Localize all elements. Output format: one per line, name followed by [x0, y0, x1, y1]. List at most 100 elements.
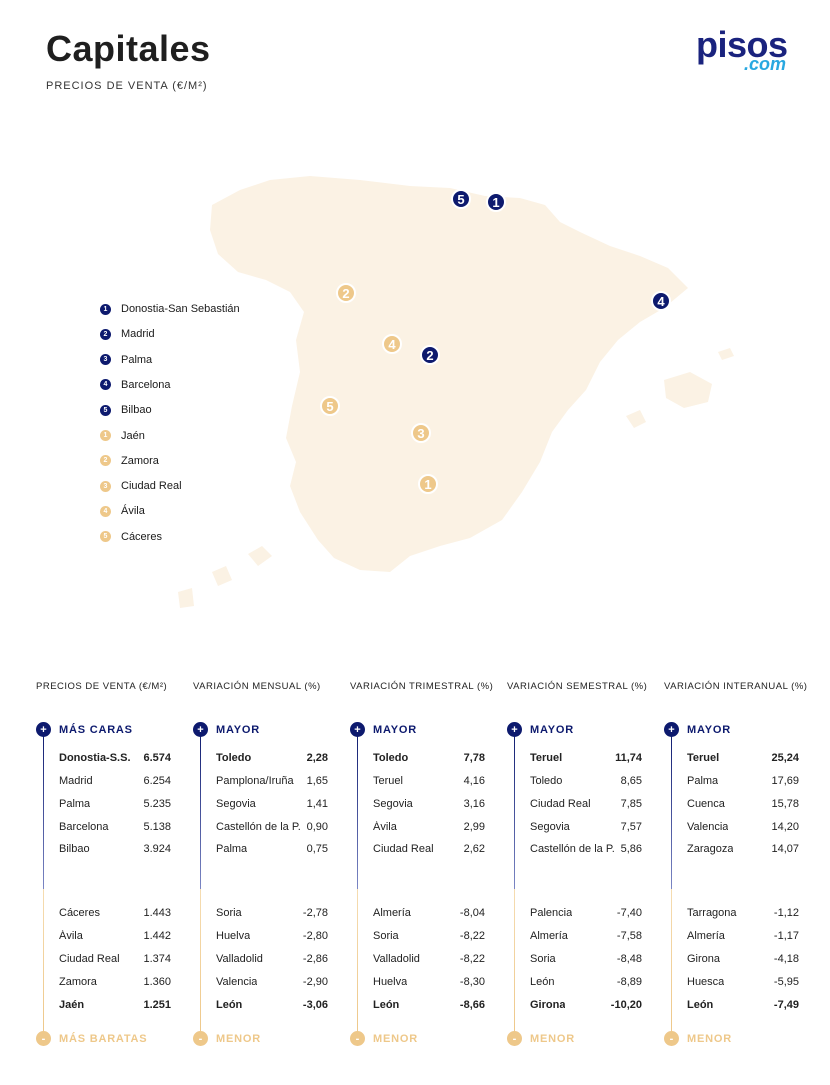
section-label-bottom: MÁS BARATAS	[59, 1033, 148, 1045]
row-value: -7,40	[616, 907, 642, 919]
map-marker[interactable]: 5	[451, 189, 471, 209]
table-row: Palencia -7,40	[530, 907, 642, 923]
map-marker[interactable]: 1	[418, 474, 438, 494]
map-marker[interactable]: 2	[420, 345, 440, 365]
ibiza-shape	[626, 410, 646, 428]
row-value: 1.251	[143, 999, 171, 1011]
section-label-top: MÁS CARAS	[59, 724, 133, 736]
table-row: Ciudad Real 7,85	[530, 798, 642, 814]
table-row: Castellón de la P. 5,86	[530, 843, 642, 859]
menorca-shape	[718, 348, 734, 360]
timeline-line-top	[357, 729, 358, 889]
table-row: Segovia 3,16	[373, 798, 485, 814]
timeline-line-top	[671, 729, 672, 889]
row-value: 11,74	[615, 752, 642, 764]
row-value: 7,57	[620, 821, 642, 833]
legend-item: 2 Madrid	[100, 325, 155, 343]
timeline-line-bottom	[43, 889, 44, 1033]
table-row: Tarragona -1,12	[687, 907, 799, 923]
row-city: Zamora	[59, 976, 97, 988]
table-row: Ávila 2,99	[373, 821, 485, 837]
legend-label: Ciudad Real	[121, 480, 182, 493]
table-row: Ciudad Real 1.374	[59, 953, 171, 969]
timeline-line-bottom	[514, 889, 515, 1033]
legend-label: Palma	[121, 353, 153, 366]
plus-icon: +	[36, 722, 51, 737]
map-marker[interactable]: 5	[320, 396, 340, 416]
timeline-line-top	[200, 729, 201, 889]
map-marker[interactable]: 3	[411, 423, 431, 443]
legend-label: Bilbao	[121, 404, 152, 417]
timeline-line-top	[43, 729, 44, 889]
table-row: Almería -8,04	[373, 907, 485, 923]
legend-number-badge: 2	[100, 455, 111, 467]
row-value: -1,12	[773, 907, 799, 919]
table-row: Zaragoza 14,07	[687, 843, 799, 859]
row-city: Cuenca	[687, 798, 725, 810]
table-row: Segovia 1,41	[216, 798, 328, 814]
row-value: 6.574	[143, 752, 171, 764]
row-value: -2,90	[302, 976, 328, 988]
table-row: Almería -7,58	[530, 930, 642, 946]
row-value: -5,95	[773, 976, 799, 988]
row-value: 4,16	[463, 775, 485, 787]
row-city: Palma	[687, 775, 719, 787]
table-row: Toledo 7,78	[373, 752, 485, 768]
page-title: Capitales	[46, 28, 211, 69]
row-value: -3,06	[302, 999, 328, 1011]
row-value: 8,65	[620, 775, 642, 787]
canary-islands-shape	[178, 546, 272, 608]
row-value: 15,78	[771, 798, 799, 810]
legend-label: Barcelona	[121, 378, 171, 391]
legend-number-badge: 3	[100, 480, 111, 492]
row-city: Teruel	[373, 775, 403, 787]
row-value: -8,04	[459, 907, 485, 919]
table-row: Cuenca 15,78	[687, 798, 799, 814]
row-city: Castellón de la P.	[530, 843, 615, 855]
minus-icon: -	[664, 1031, 679, 1046]
logo-wordmark: pisos	[696, 24, 788, 65]
row-city: Madrid	[59, 775, 93, 787]
row-value: -8,30	[459, 976, 485, 988]
row-value: 5,86	[620, 843, 642, 855]
row-city: Castellón de la P.	[216, 821, 301, 833]
table-row: Palma 17,69	[687, 775, 799, 791]
legend-item: 1 Jaén	[100, 427, 145, 445]
row-city: Donostia-S.S.	[59, 752, 131, 764]
legend-label: Ávila	[121, 505, 145, 518]
legend-number-badge: 4	[100, 379, 111, 391]
legend-item: 1 Donostia-San Sebastián	[100, 300, 240, 318]
legend-item: 3 Palma	[100, 351, 152, 369]
minus-icon: -	[350, 1031, 365, 1046]
row-city: Almería	[687, 930, 725, 942]
row-value: 1,65	[306, 775, 328, 787]
timeline-line-bottom	[357, 889, 358, 1033]
table-row: León -8,89	[530, 976, 642, 992]
row-value: 2,62	[463, 843, 485, 855]
section-label-bottom: MENOR	[530, 1033, 575, 1045]
legend-number-badge: 1	[100, 303, 111, 315]
row-city: León	[530, 976, 555, 988]
row-value: 2,28	[306, 752, 328, 764]
map-marker[interactable]: 4	[382, 334, 402, 354]
map-marker[interactable]: 2	[336, 283, 356, 303]
row-value: -1,17	[773, 930, 799, 942]
legend-number-badge: 1	[100, 430, 111, 441]
map-marker[interactable]: 4	[651, 291, 671, 311]
pisos-logo[interactable]: pisos .com	[696, 24, 796, 76]
row-city: Ávila	[373, 821, 397, 833]
table-row: Toledo 2,28	[216, 752, 328, 768]
column-heading: VARIACIÓN SEMESTRAL (%)	[507, 681, 648, 692]
table-row: Valencia 14,20	[687, 821, 799, 837]
map-marker[interactable]: 1	[486, 192, 506, 212]
table-row: Girona -4,18	[687, 953, 799, 969]
table-row: Teruel 25,24	[687, 752, 799, 768]
row-city: Jaén	[59, 999, 85, 1011]
table-row: Valladolid -2,86	[216, 953, 328, 969]
table-row: León -3,06	[216, 999, 328, 1015]
plus-icon: +	[350, 722, 365, 737]
table-row: Huelva -8,30	[373, 976, 485, 992]
row-city: Ciudad Real	[59, 953, 120, 965]
row-value: -10,20	[610, 999, 642, 1011]
row-value: -8,22	[459, 953, 485, 965]
